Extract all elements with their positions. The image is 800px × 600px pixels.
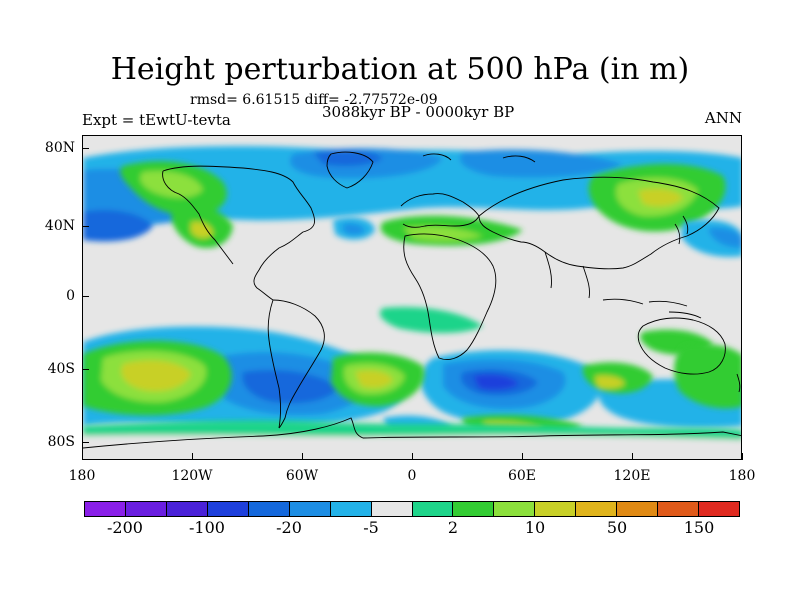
lon-label: 60W [285, 468, 319, 484]
colorbar-label: 2 [447, 518, 459, 537]
northern-positive-anomalies [120, 161, 726, 248]
colorbar-label: -5 [363, 518, 379, 537]
map-panel [82, 135, 742, 460]
lon-label: 120W [171, 468, 213, 484]
lat-label: 80N [44, 140, 75, 156]
colorbar-swatch [658, 502, 700, 516]
northern-anomaly-band [83, 146, 741, 242]
lon-tick [522, 453, 523, 460]
stats-line: rmsd= 6.61515 diff= -2.77572e-09 [190, 92, 438, 108]
tropical-anomalies [333, 217, 741, 355]
colorbar-label: 10 [524, 518, 546, 537]
colorbar-swatch [289, 502, 331, 516]
lon-tick [742, 453, 743, 460]
lat-tick [82, 226, 89, 227]
lon-label: 180 [728, 468, 756, 484]
lat-tick [82, 442, 89, 443]
lat-label: 40N [44, 218, 75, 234]
lon-label: 0 [407, 468, 417, 484]
lat-tick [82, 148, 89, 149]
colorbar-swatch [535, 502, 577, 516]
lat-tick [82, 369, 89, 370]
colorbar-swatch [207, 502, 249, 516]
experiment-label: Expt = tEwtU-tevta [82, 111, 231, 129]
lat-label: 40S [47, 361, 75, 377]
colorbar-swatch [453, 502, 495, 516]
colorbar-swatch [330, 502, 372, 516]
lon-tick [192, 453, 193, 460]
colorbar-label: -200 [107, 518, 143, 537]
colorbar-label: 150 [683, 518, 715, 537]
lat-label: 0 [66, 288, 75, 304]
lon-label: 180 [68, 468, 96, 484]
coastlines [83, 151, 741, 449]
colorbar-swatch [85, 502, 126, 516]
lon-label: 120E [613, 468, 651, 484]
contour-map [83, 136, 741, 459]
colorbar-swatch [494, 502, 536, 516]
lon-tick [302, 453, 303, 460]
colorbar-swatch [371, 502, 413, 516]
lon-tick [412, 453, 413, 460]
lon-tick [82, 453, 83, 460]
colorbar-label: 50 [606, 518, 628, 537]
southern-positive-anomalies [83, 340, 741, 436]
colorbar-swatch [125, 502, 167, 516]
colorbar-swatch [699, 502, 739, 516]
lat-label: 80S [47, 434, 75, 450]
colorbar-swatch [576, 502, 618, 516]
lat-tick [82, 296, 89, 297]
lon-tick [632, 453, 633, 460]
season-label: ANN [704, 109, 742, 127]
colorbar-swatch [617, 502, 659, 516]
colorbar-swatch [412, 502, 454, 516]
colorbar [84, 501, 740, 517]
lon-label: 60E [507, 468, 537, 484]
period-line: 3088kyr BP - 0000kyr BP [322, 103, 515, 121]
colorbar-swatch [166, 502, 208, 516]
colorbar-label: -20 [276, 518, 302, 537]
colorbar-swatch [248, 502, 290, 516]
south-polar-band [83, 420, 741, 459]
colorbar-label: -100 [189, 518, 225, 537]
map-title: Height perturbation at 500 hPa (in m) [110, 52, 690, 87]
